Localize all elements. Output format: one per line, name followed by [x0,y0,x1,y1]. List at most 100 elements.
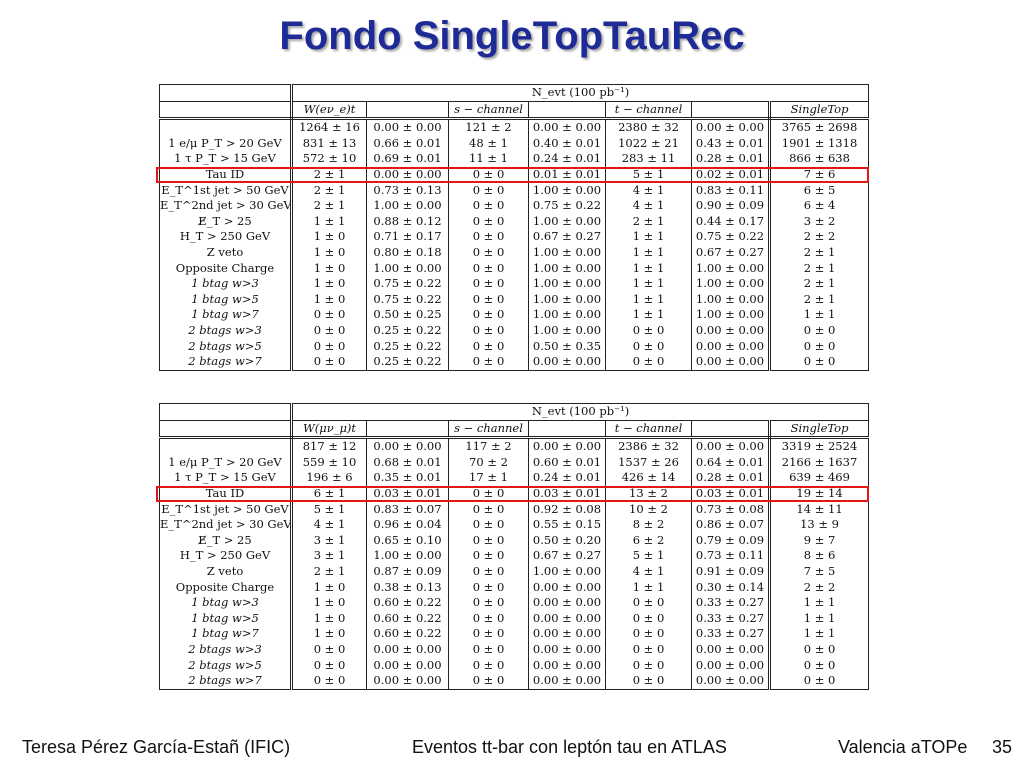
table-cell: 1 ± 1 [768,626,870,642]
table-cell: 817 ± 12 [291,437,367,455]
table-row: 2 btags w>7 0 ± 0 0.25 ± 0.22 0 ± 0 0.00 ± 0… [159,354,870,371]
table-row: 1 btag w>3 1 ± 0 0.60 ± 0.22 0 ± 0 0.00 ± 0.… [159,595,870,611]
table-cell: 0.00 ± 0.00 [366,657,449,674]
table-cell: 639 ± 469 [768,470,870,486]
table-cell: 5 ± 1 [605,548,692,564]
table-cell: 2 ± 1 [768,244,870,261]
table-cell: 0 ± 0 [448,307,529,323]
table-cell: 1 ± 0 [291,626,367,642]
table-cell: 0.96 ± 0.04 [366,517,449,533]
table-cell: 0.03 ± 0.01 [366,485,449,502]
table-cell: 0.60 ± 0.22 [366,610,449,627]
table-cell: 0 ± 0 [768,322,870,339]
table-cell: 0 ± 0 [768,354,870,371]
table-cell: 0 ± 0 [448,548,529,564]
table-cell: 0.00 ± 0.00 [691,437,771,455]
table-cell: 0.44 ± 0.17 [691,213,771,230]
table-cell: 0 ± 0 [448,626,529,642]
table-cell: 0 ± 0 [448,610,529,627]
cut-label: E_T^1st jet > 50 GeV [159,182,293,199]
table-row: 1 btag w>3 1 ± 0 0.75 ± 0.22 0 ± 0 1.00 ± 0.… [159,276,870,292]
table-row: 1 btag w>5 1 ± 0 0.60 ± 0.22 0 ± 0 0.00 ± 0.… [159,610,870,627]
table-cell: 0 ± 0 [605,641,692,658]
table-cell: 0.00 ± 0.00 [528,657,606,674]
table-cell: 1901 ± 1318 [768,135,870,152]
cut-label: 2 btags w>3 [159,641,293,658]
table-cell: 0.67 ± 0.27 [528,548,606,564]
table-cell: 0 ± 0 [448,291,529,308]
table-cell: 13 ± 2 [605,485,692,502]
table-cell: 0.60 ± 0.22 [366,626,449,642]
cut-label: 1 btag w>7 [159,307,293,323]
table-cell: 0.75 ± 0.22 [366,276,449,292]
cutflow-table-muon: N_evt (100 pb⁻¹) W(μν_μ)t s − channel t − c… [156,403,870,690]
table-cell: 2380 ± 32 [605,118,692,136]
table-cell: 0 ± 0 [448,182,529,199]
cut-label: 2 btags w>5 [159,657,293,674]
footer-page-number: 35 [992,737,1013,757]
table-cell: 3 ± 2 [768,213,870,230]
table-cell: 1 ± 0 [291,291,367,308]
table-cell: 0.60 ± 0.22 [366,595,449,611]
table-cell: 3 ± 1 [291,532,367,549]
table-cell: 3319 ± 2524 [768,437,870,455]
table-cell: 0.55 ± 0.15 [528,517,606,533]
table-cell: 0.71 ± 0.17 [366,229,449,245]
table-cell: 4 ± 1 [605,198,692,214]
table-cell: 0 ± 0 [448,354,529,371]
column-header-row: W(μν_μ)t s − channel t − channel SingleTop [159,420,870,440]
cut-label: 1 e/μ P_T > 20 GeV [159,135,293,152]
table-cell: 0.66 ± 0.01 [366,135,449,152]
table-cell: 1.00 ± 0.00 [366,260,449,277]
table-cell: 4 ± 1 [291,517,367,533]
table-cell: 0.25 ± 0.22 [366,322,449,339]
table-body: N_evt (100 pb⁻¹) W(eν_e)t s − channel t − c… [159,84,870,371]
table-cell: 0 ± 0 [605,626,692,642]
table-cell: 6 ± 2 [605,532,692,549]
table-cell: 0.00 ± 0.00 [528,610,606,627]
table-cell: 0.65 ± 0.10 [366,532,449,549]
table-cell: 0 ± 0 [448,579,529,596]
column-header-empty [159,101,293,121]
table-row: E_T^2nd jet > 30 GeV 2 ± 1 1.00 ± 0.00 0 ± … [159,198,870,214]
table-cell: 1.00 ± 0.00 [528,291,606,308]
table-cell: 0.67 ± 0.27 [691,244,771,261]
column-header: t − channel [605,101,692,121]
table-cell: 5 ± 1 [605,166,692,183]
table-row: H_T > 250 GeV 3 ± 1 1.00 ± 0.00 0 ± 0 0.67 ±… [159,548,870,564]
table-cell: 1.00 ± 0.00 [691,291,771,308]
footer-talk-title: Eventos tt-bar con leptón tau en ATLAS [412,737,727,757]
table-cell: 1 ± 1 [605,291,692,308]
table-cell: 0.73 ± 0.08 [691,501,771,518]
cut-label: 1 btag w>7 [159,626,293,642]
table-cell: 0.00 ± 0.00 [528,354,606,371]
table-cell: 572 ± 10 [291,151,367,167]
cutflow-table-electron: N_evt (100 pb⁻¹) W(eν_e)t s − channel t − c… [156,84,870,371]
table-cell: 0 ± 0 [605,657,692,674]
table-body: N_evt (100 pb⁻¹) W(μν_μ)t s − channel t − c… [159,403,870,690]
table-cell: 1.00 ± 0.00 [528,182,606,199]
table-cell: 0.50 ± 0.25 [366,307,449,323]
cut-label: Opposite Charge [159,260,293,277]
table-cell: 1 ± 1 [605,579,692,596]
table-cell: 0.30 ± 0.14 [691,579,771,596]
table-cell: 0.00 ± 0.00 [366,437,449,455]
table-cell: 117 ± 2 [448,437,529,455]
table-cell: 7 ± 5 [768,563,870,580]
table-row: E_T^1st jet > 50 GeV 5 ± 1 0.83 ± 0.07 0 ± … [159,501,870,518]
table-cell: 48 ± 1 [448,135,529,152]
table-cell: 0.00 ± 0.00 [366,641,449,658]
table-cell: 0.00 ± 0.00 [528,118,606,136]
table-cell: 0.90 ± 0.09 [691,198,771,214]
table-cell: 0 ± 0 [768,641,870,658]
table-cell: 0.24 ± 0.01 [528,151,606,167]
table-cell: 0.33 ± 0.27 [691,610,771,627]
table-row: E̸_T > 25 1 ± 1 0.88 ± 0.12 0 ± 0 1.00 ± 0.0… [159,213,870,230]
header-corner [159,84,293,102]
cut-label: Z veto [159,563,293,580]
table-cell: 0 ± 0 [605,322,692,339]
table-cell: 0 ± 0 [448,517,529,533]
table-cell: 1.00 ± 0.00 [691,260,771,277]
column-header: t − channel [605,420,692,440]
table-cell: 0.43 ± 0.01 [691,135,771,152]
